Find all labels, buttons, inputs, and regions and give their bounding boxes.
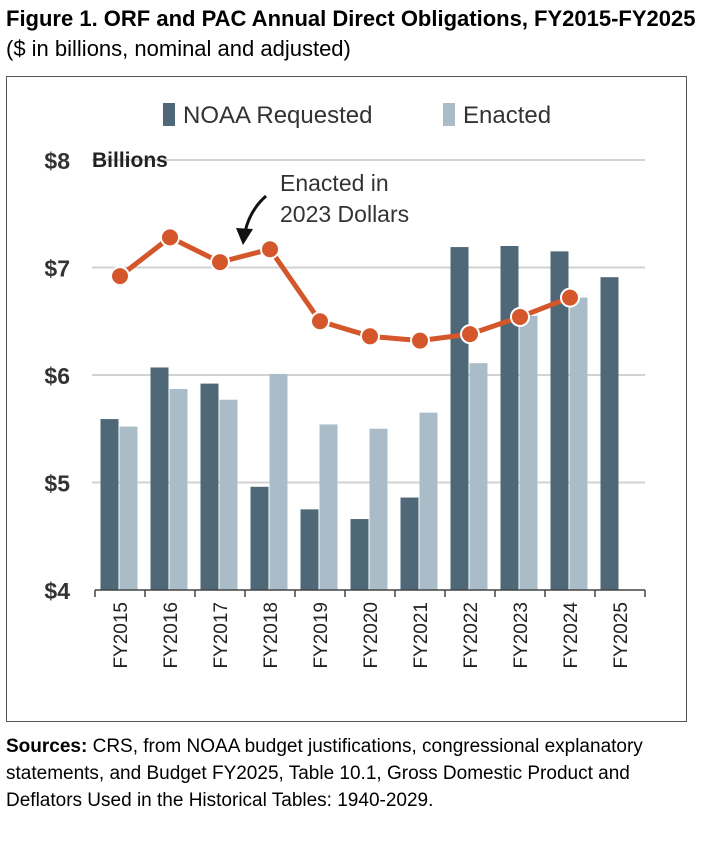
y-tick-label: $8 xyxy=(44,148,70,174)
sources-note: Sources: CRS, from NOAA budget justifica… xyxy=(6,733,696,814)
x-tick-label: FY2017 xyxy=(211,602,232,669)
y-tick-label: $5 xyxy=(44,471,70,497)
x-tick-label: FY2022 xyxy=(461,602,482,669)
annotation-line-2: 2023 Dollars xyxy=(280,201,409,227)
bars xyxy=(100,246,619,590)
bar-requested xyxy=(300,509,319,590)
x-tick-label: FY2025 xyxy=(611,602,632,669)
bar-enacted xyxy=(269,373,288,590)
bar-requested xyxy=(500,246,519,590)
annotation: Enacted in 2023 Dollars xyxy=(236,170,409,245)
annotation-line-1: Enacted in xyxy=(280,170,389,196)
bar-requested xyxy=(350,519,369,590)
x-tick-label: FY2019 xyxy=(311,602,332,669)
y-tick-label: $4 xyxy=(44,578,70,604)
enacted-2023-point xyxy=(160,227,180,248)
enacted-2023-point xyxy=(260,239,280,260)
legend-label-enacted: Enacted xyxy=(463,102,551,129)
x-tick-label: FY2024 xyxy=(561,602,582,669)
x-tick-label: FY2021 xyxy=(411,602,432,669)
enacted-2023-point xyxy=(460,324,480,345)
chart: $8 $7 $6 $5 $4 Billions FY2015 FY2016 FY2017 FY20… xyxy=(44,102,646,669)
y-tick-label: $7 xyxy=(44,256,70,282)
y-unit-label: Billions xyxy=(92,149,168,172)
bar-enacted xyxy=(369,428,388,590)
sources-label: Sources: xyxy=(6,736,88,757)
axes: $8 $7 $6 $5 $4 Billions FY2015 FY2016 FY2017 FY20… xyxy=(44,148,646,669)
bar-enacted xyxy=(119,426,138,590)
bar-enacted xyxy=(419,412,438,590)
enacted-2023-point xyxy=(210,252,230,273)
annotation-arrow xyxy=(243,194,267,233)
figure-title-rest: ($ in billions, nominal and adjusted) xyxy=(6,36,351,61)
bar-enacted xyxy=(569,297,588,590)
enacted-2023-point xyxy=(360,326,380,347)
bar-requested xyxy=(150,367,169,590)
bar-enacted xyxy=(469,363,488,590)
x-tick-label: FY2020 xyxy=(361,602,382,669)
bar-enacted xyxy=(169,388,188,590)
x-tick-label: FY2015 xyxy=(111,602,132,669)
bar-requested xyxy=(450,247,469,590)
enacted-2023-point xyxy=(410,330,430,351)
bar-requested xyxy=(550,251,569,590)
y-tick-label: $6 xyxy=(44,363,70,389)
x-tick-label: FY2016 xyxy=(161,602,182,669)
enacted-2023-point xyxy=(560,287,580,308)
bar-enacted xyxy=(519,315,538,590)
enacted-2023-line-path xyxy=(118,234,571,344)
bar-requested xyxy=(600,277,619,590)
legend-swatch-enacted xyxy=(443,103,455,126)
enacted-2023-line xyxy=(110,227,580,351)
bar-requested xyxy=(250,486,269,590)
figure-title-bold: Figure 1. ORF and PAC Annual Direct Obli… xyxy=(6,6,696,31)
bar-enacted xyxy=(219,399,238,590)
figure-title: Figure 1. ORF and PAC Annual Direct Obli… xyxy=(6,4,696,64)
bar-requested xyxy=(400,497,419,590)
bar-requested xyxy=(100,419,119,590)
chart-frame xyxy=(6,76,687,722)
x-tick-label: FY2023 xyxy=(511,602,532,669)
enacted-2023-point xyxy=(310,311,330,332)
legend-swatch-requested xyxy=(163,103,175,126)
x-tick-label: FY2018 xyxy=(261,602,282,669)
annotation-arrowhead xyxy=(236,228,253,245)
bar-enacted xyxy=(319,424,338,590)
enacted-2023-point xyxy=(510,306,530,327)
legend: NOAA Requested Enacted xyxy=(163,102,551,129)
sources-text: CRS, from NOAA budget justifications, co… xyxy=(6,736,643,811)
bar-requested xyxy=(200,383,219,590)
enacted-2023-point xyxy=(110,266,130,287)
legend-label-requested: NOAA Requested xyxy=(183,102,372,129)
